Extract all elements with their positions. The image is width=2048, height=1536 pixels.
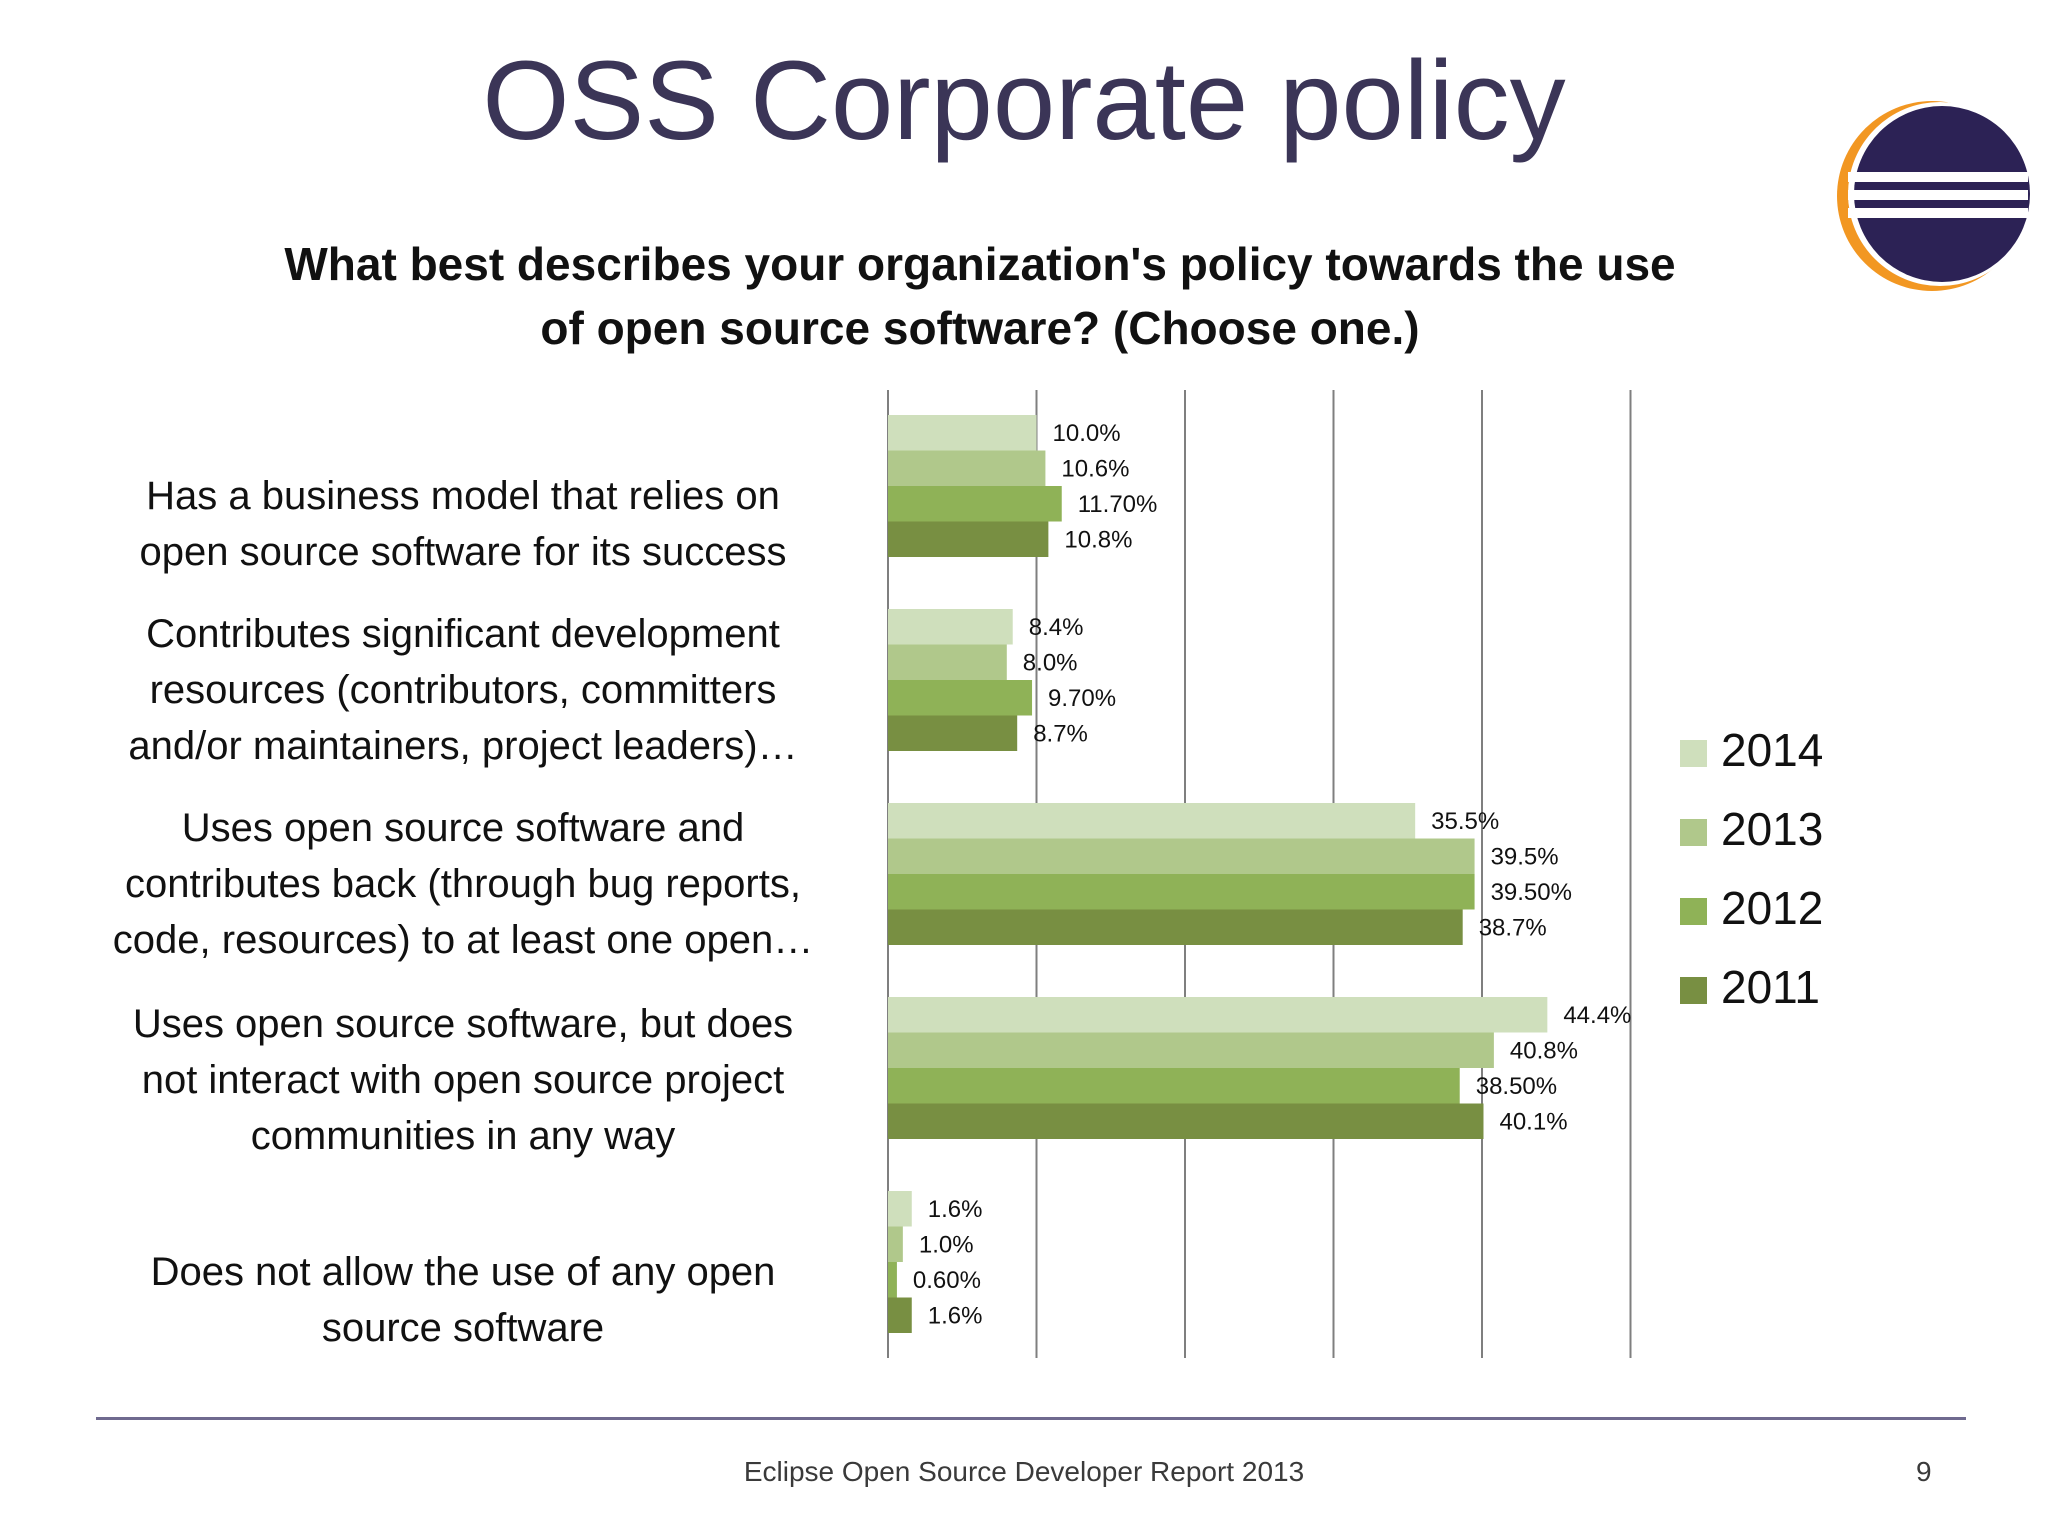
bar-2014	[888, 415, 1037, 451]
category-label-line: Does not allow the use of any open	[150, 1250, 776, 1294]
data-label: 10.0%	[1053, 420, 1121, 447]
data-label: 39.50%	[1491, 879, 1572, 906]
category-label-line: Contributes significant development	[146, 612, 780, 656]
data-label: 40.1%	[1499, 1108, 1567, 1135]
category-label-line: resources (contributors, committers	[149, 668, 777, 712]
bar-2013	[888, 1032, 1494, 1068]
legend-label-2012: 2012	[1721, 882, 1823, 934]
bar-2011	[888, 521, 1049, 557]
category-label-line: Uses open source software, but does	[132, 1002, 794, 1046]
slide-title: OSS Corporate policy	[482, 38, 1566, 163]
category-label-line: Has a business model that relies on	[146, 474, 780, 518]
bar-2013	[888, 450, 1046, 486]
legend-swatch-2011	[1680, 977, 1707, 1004]
data-label: 35.5%	[1431, 808, 1499, 835]
data-label: 40.8%	[1510, 1037, 1578, 1064]
data-label: 39.5%	[1491, 843, 1559, 870]
category-label-line: and/or maintainers, project leaders)…	[128, 724, 798, 768]
data-label: 8.4%	[1029, 614, 1084, 641]
bar-2014	[888, 997, 1548, 1033]
bar-2013	[888, 1226, 903, 1262]
chart-title: What best describes your organization's …	[280, 232, 1680, 360]
legend-label-2013: 2013	[1721, 803, 1823, 855]
bar-2014	[888, 803, 1416, 839]
category-label-contributes-back: Uses open source software and contribute…	[83, 800, 843, 968]
bar-2013	[888, 644, 1007, 680]
footer-text: Eclipse Open Source Developer Report 201…	[743, 1456, 1305, 1487]
data-label: 0.60%	[913, 1267, 981, 1294]
bar-2011	[888, 715, 1018, 751]
legend-swatch-2014	[1680, 740, 1707, 767]
page-number: 9	[1916, 1456, 1932, 1487]
data-label: 10.6%	[1061, 455, 1129, 482]
bar-2014	[888, 1191, 912, 1227]
bar-2011	[888, 909, 1463, 945]
bar-2012	[888, 1068, 1460, 1104]
category-label-no-interaction: Uses open source software, but does not …	[83, 996, 843, 1164]
data-label: 10.8%	[1064, 526, 1132, 553]
data-label: 38.7%	[1479, 914, 1547, 941]
legend-swatch-2013	[1680, 819, 1707, 846]
chart-title-line-2: of open source software? (Choose one.)	[540, 302, 1420, 354]
bar-2014	[888, 609, 1013, 645]
bar-2013	[888, 838, 1475, 874]
chart-title-line-1: What best describes your organization's …	[284, 238, 1676, 290]
bar-2011	[888, 1103, 1484, 1139]
category-label-line: Uses open source software and	[181, 806, 745, 850]
bar-2012	[888, 486, 1062, 522]
data-label: 8.0%	[1023, 649, 1078, 676]
legend-label-2014: 2014	[1721, 724, 1823, 776]
bar-2012	[888, 1262, 897, 1298]
data-label: 9.70%	[1048, 685, 1116, 712]
data-label: 1.6%	[928, 1302, 983, 1329]
bar-2012	[888, 874, 1475, 910]
category-label-business-model: Has a business model that relies on open…	[83, 468, 843, 580]
data-label: 11.70%	[1078, 491, 1158, 518]
footer-divider	[96, 1417, 1966, 1420]
legend-swatch-2012	[1680, 898, 1707, 925]
legend-label-2011: 2011	[1721, 961, 1820, 1013]
category-label-line: contributes back (through bug reports,	[125, 862, 801, 906]
bar-2012	[888, 680, 1033, 716]
data-label: 1.6%	[928, 1196, 983, 1223]
data-label: 8.7%	[1033, 720, 1088, 747]
data-label: 44.4%	[1563, 1002, 1631, 1029]
data-label: 1.0%	[919, 1231, 974, 1258]
data-label: 38.50%	[1476, 1073, 1557, 1100]
category-label-line: communities in any way	[250, 1114, 676, 1158]
category-label-line: open source software for its success	[139, 530, 787, 574]
category-label-contributes-resources: Contributes significant development reso…	[83, 606, 843, 774]
category-label-not-allowed: Does not allow the use of any open sourc…	[83, 1244, 843, 1356]
bar-2011	[888, 1297, 912, 1333]
eclipse-logo-icon	[1837, 101, 2030, 291]
category-label-line: not interact with open source project	[141, 1058, 785, 1102]
category-label-line: code, resources) to at least one open…	[112, 918, 814, 962]
category-label-line: source software	[321, 1306, 605, 1350]
